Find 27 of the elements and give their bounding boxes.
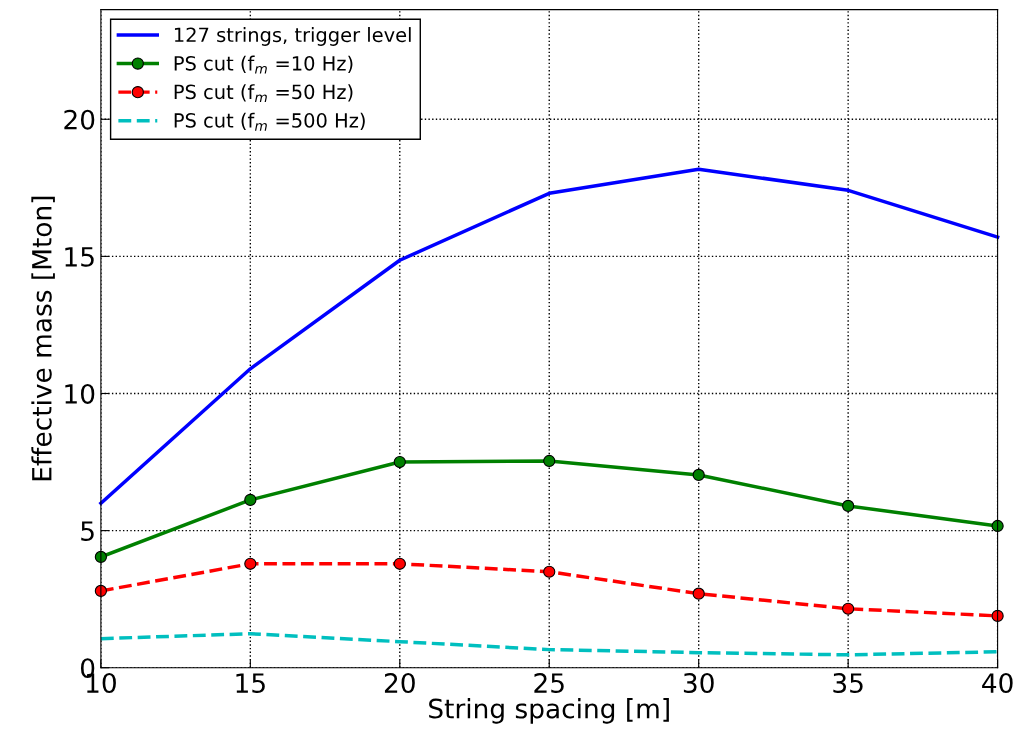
- x-tick-label: 25: [534, 673, 564, 694]
- y-tick-label: 10: [65, 383, 95, 404]
- point: [692, 468, 705, 482]
- point: [393, 455, 406, 469]
- point: [543, 454, 556, 468]
- legend-label: PS cut (f$_{m}$ =500 Hz): [174, 112, 365, 131]
- x-tick-label: 15: [236, 673, 265, 694]
- legend-label: PS cut (f$_{m}$ =10 Hz): [174, 55, 353, 74]
- x-tick-label: 30: [683, 673, 714, 694]
- point: [692, 587, 705, 600]
- point: [842, 499, 855, 513]
- x-axis-title: String spacing [m]: [429, 698, 669, 724]
- x-tick-label: 40: [982, 673, 1013, 694]
- y-tick-label: 5: [81, 521, 94, 542]
- legend-label: 127 strings, trigger level: [174, 27, 411, 46]
- y-axis-title: Effective mass [Mton]: [31, 196, 55, 481]
- x-tick-label: 35: [833, 673, 863, 694]
- legend-label: PS cut (f$_{m}$ =50 Hz): [174, 84, 353, 103]
- y-tick-label: 20: [64, 109, 95, 130]
- line-series: [99, 167, 1000, 505]
- point: [842, 602, 855, 615]
- x-tick-label: 20: [384, 673, 415, 694]
- point: [244, 557, 257, 570]
- point: [244, 493, 257, 507]
- point: [543, 565, 556, 578]
- point: [393, 557, 406, 570]
- y-tick-label: 15: [65, 247, 94, 267]
